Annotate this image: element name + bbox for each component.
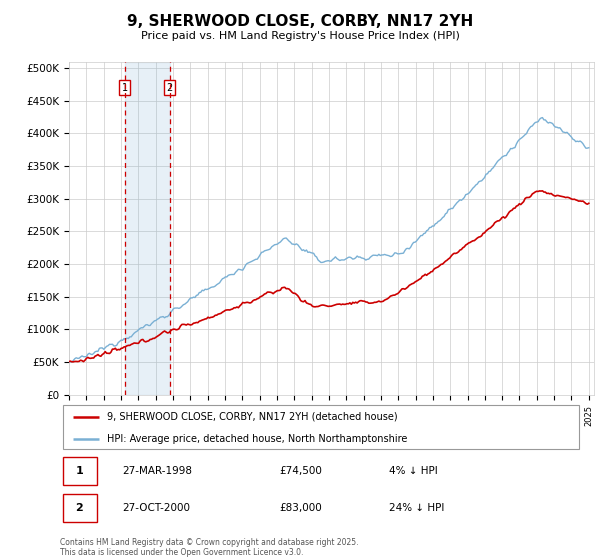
Text: 9, SHERWOOD CLOSE, CORBY, NN17 2YH (detached house): 9, SHERWOOD CLOSE, CORBY, NN17 2YH (deta… — [107, 412, 398, 422]
FancyBboxPatch shape — [62, 405, 580, 449]
Text: Price paid vs. HM Land Registry's House Price Index (HPI): Price paid vs. HM Land Registry's House … — [140, 31, 460, 41]
Text: 1: 1 — [76, 466, 83, 476]
Text: 4% ↓ HPI: 4% ↓ HPI — [389, 466, 437, 476]
Text: 24% ↓ HPI: 24% ↓ HPI — [389, 503, 444, 513]
Bar — [125, 62, 170, 395]
Text: £74,500: £74,500 — [279, 466, 322, 476]
Text: HPI: Average price, detached house, North Northamptonshire: HPI: Average price, detached house, Nort… — [107, 434, 407, 444]
Text: 9, SHERWOOD CLOSE, CORBY, NN17 2YH: 9, SHERWOOD CLOSE, CORBY, NN17 2YH — [127, 14, 473, 29]
Text: 2: 2 — [76, 503, 83, 513]
FancyBboxPatch shape — [62, 494, 97, 522]
Text: £83,000: £83,000 — [279, 503, 322, 513]
Text: 2: 2 — [167, 83, 173, 93]
Text: 1: 1 — [122, 83, 128, 93]
Text: Contains HM Land Registry data © Crown copyright and database right 2025.
This d: Contains HM Land Registry data © Crown c… — [60, 538, 359, 557]
Text: 27-MAR-1998: 27-MAR-1998 — [122, 466, 193, 476]
FancyBboxPatch shape — [62, 457, 97, 485]
Text: 27-OCT-2000: 27-OCT-2000 — [122, 503, 191, 513]
